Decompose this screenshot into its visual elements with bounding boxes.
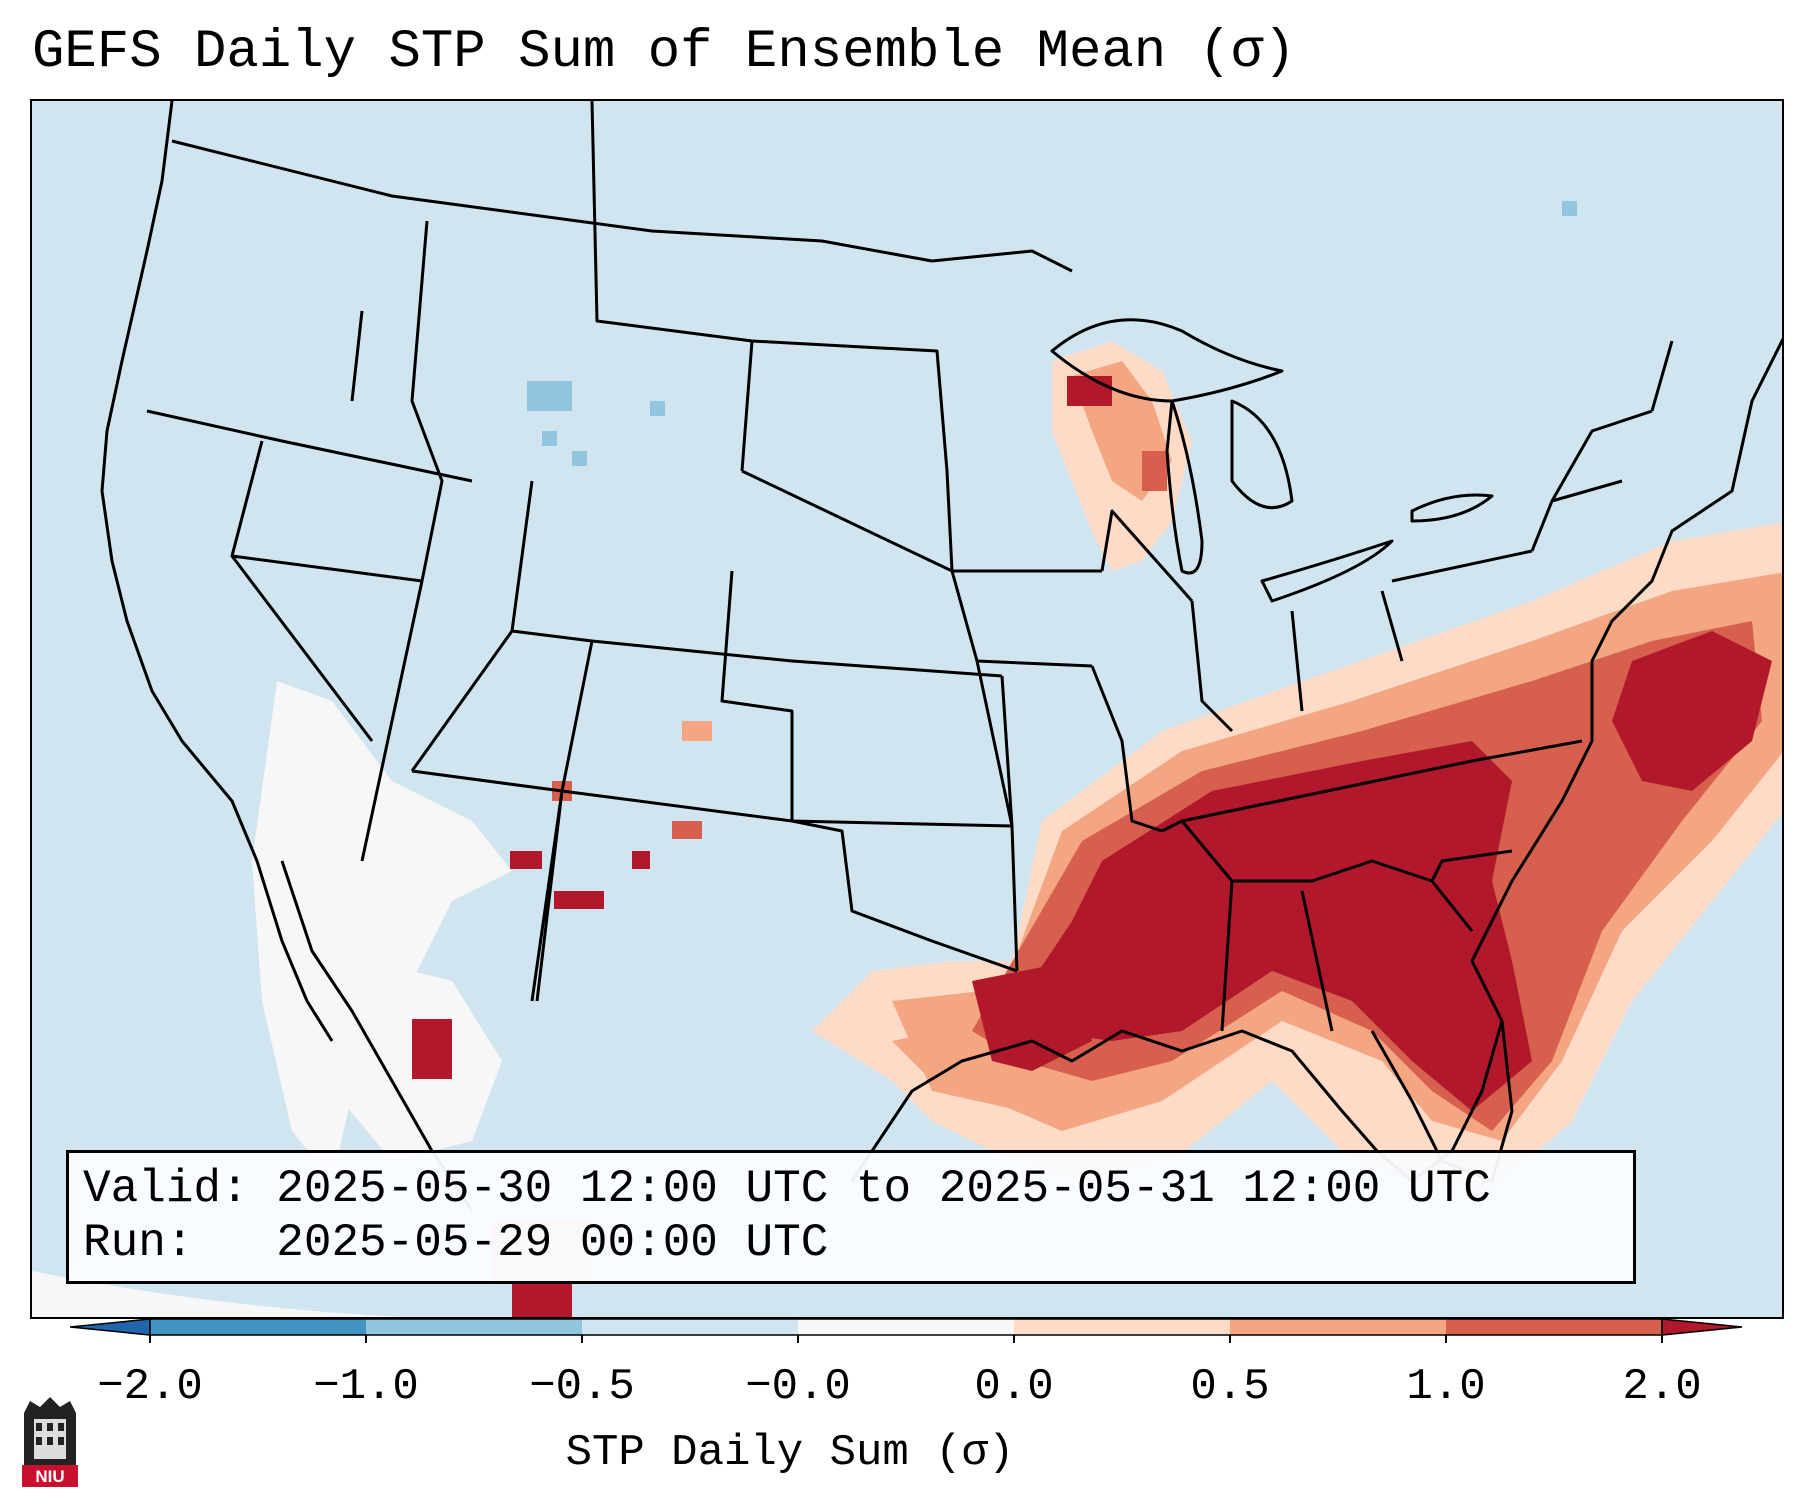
- valid-time-text: Valid: 2025-05-30 12:00 UTC to 2025-05-3…: [83, 1163, 1491, 1215]
- negative-cell-wy-3: [650, 401, 665, 416]
- colorbar-tick-label: −1.0: [313, 1362, 419, 1412]
- boundaries: [100, 101, 1782, 1212]
- map-panel: [30, 99, 1784, 1319]
- colorbar-tick-label: −0.0: [745, 1362, 851, 1412]
- west-coastline: [100, 101, 334, 1042]
- colorbar-tick-label: −2.0: [97, 1362, 203, 1412]
- lake-huron: [1230, 399, 1294, 510]
- colorbar-tick-label: −0.5: [529, 1362, 635, 1412]
- svg-text:NIU: NIU: [35, 1467, 64, 1486]
- negative-cell-wy-4: [572, 451, 587, 466]
- near-zero-region-southwest: [252, 681, 512, 1181]
- colorbar-extend-min: [70, 1318, 151, 1336]
- state-lines-east: [1100, 340, 1674, 1032]
- near-zero-region-southwest-edge: [32, 1271, 632, 1317]
- positive-cell-nm-6: [682, 721, 712, 741]
- niu-logo: NIU: [22, 1397, 78, 1487]
- map-title: GEFS Daily STP Sum of Ensemble Mean (σ): [32, 22, 1296, 83]
- lake-michigan: [1165, 399, 1204, 575]
- negative-cell-wy-1: [527, 381, 572, 411]
- positive-cell-nm-2: [554, 891, 604, 909]
- lake-ontario: [1410, 493, 1494, 523]
- run-time-text: Run: 2025-05-29 00:00 UTC: [83, 1217, 829, 1269]
- colorbar-cell: [798, 1319, 1014, 1335]
- map-canvas: [32, 101, 1782, 1317]
- negative-cell-ne-canada: [1562, 201, 1577, 216]
- lake-superior: [1050, 318, 1284, 403]
- colorbar-cell: [150, 1319, 366, 1335]
- colorbar-tick-label: 2.0: [1622, 1362, 1702, 1412]
- state-lines-west: [146, 220, 793, 1002]
- colorbar-cell: [1230, 1319, 1446, 1335]
- colorbar-cell: [1446, 1319, 1662, 1335]
- positive-cell-michigan: [1142, 451, 1167, 491]
- colorbar-label: STP Daily Sum (σ): [565, 1428, 1015, 1478]
- positive-cell-nm-3: [632, 851, 650, 869]
- positive-cell-nm-4: [672, 821, 702, 839]
- max-positive-core-southeast: [1032, 741, 1532, 1111]
- positive-cell-mexico-1: [412, 1019, 452, 1079]
- max-positive-core-texas: [972, 961, 1092, 1071]
- positive-cell-mexico-2: [512, 1281, 572, 1317]
- colorbar-cell: [582, 1319, 798, 1335]
- anomaly-field: [32, 201, 1782, 1317]
- valid-time-box: Valid: 2025-05-30 12:00 UTC to 2025-05-3…: [66, 1150, 1636, 1284]
- colorbar: [70, 1318, 1743, 1343]
- colorbar-tick-label: 1.0: [1406, 1362, 1486, 1412]
- max-positive-core-atlantic: [1612, 631, 1772, 791]
- negative-cell-wy-2: [542, 431, 557, 446]
- atlantic-coastline: [1470, 337, 1782, 1022]
- colorbar-extend-max: [1661, 1318, 1743, 1336]
- lake-erie: [1260, 539, 1394, 603]
- colorbar-outline: [149, 1318, 1663, 1336]
- us-canada-border: [171, 139, 1073, 273]
- colorbar-tick-label: 0.0: [974, 1362, 1054, 1412]
- colorbar-tick-label: 0.5: [1190, 1362, 1270, 1412]
- state-lines-plains: [590, 101, 1163, 973]
- positive-cell-nm-1: [510, 851, 542, 869]
- colorbar-cell: [366, 1319, 582, 1335]
- positive-cell-lake-superior: [1067, 376, 1112, 406]
- colorbar-cell: [1014, 1319, 1230, 1335]
